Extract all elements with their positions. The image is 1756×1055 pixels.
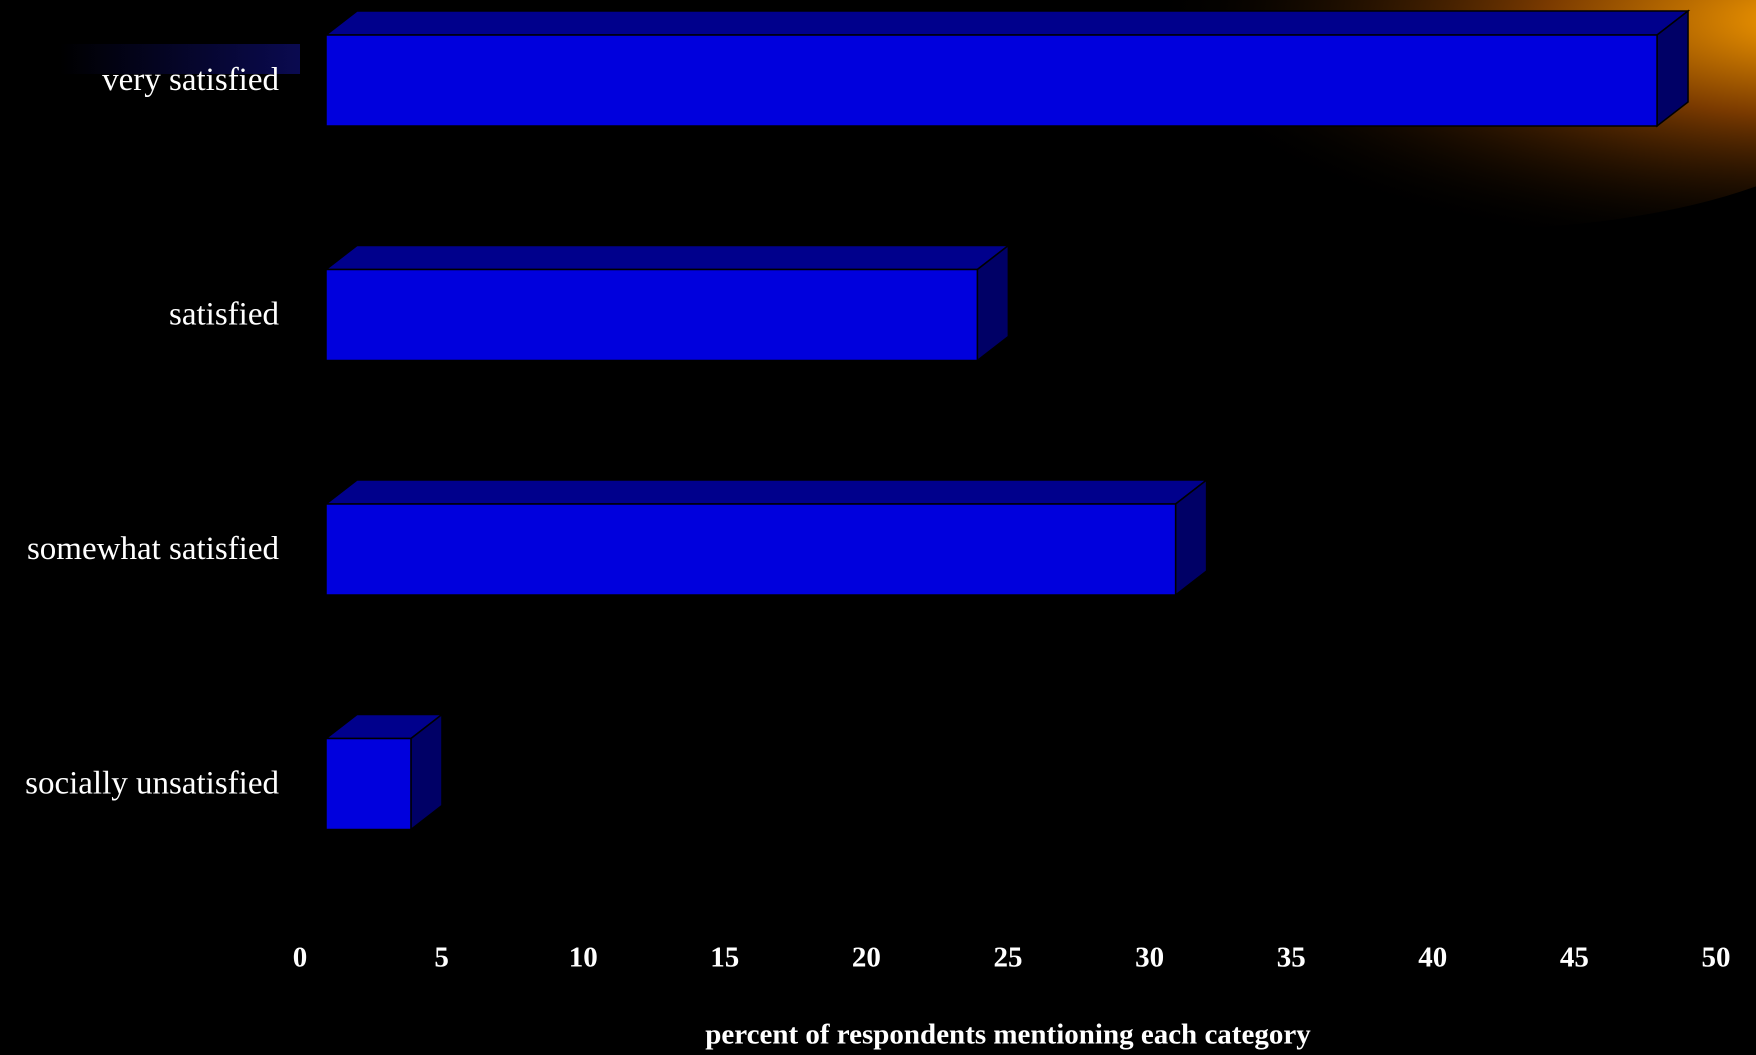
x-tick-label: 35 (1277, 942, 1306, 974)
x-tick-label: 0 (293, 942, 308, 974)
x-axis-label: percent of respondents mentioning each c… (705, 1019, 1311, 1051)
bar-front (325, 34, 1658, 127)
bar-front (325, 503, 1177, 596)
x-tick-label: 50 (1702, 942, 1731, 974)
bar-top (323, 479, 1209, 505)
x-tick-label: 5 (434, 942, 449, 974)
bar-top (323, 10, 1691, 36)
plot-area: 0 5 10 15 20 25 30 35 40 45 50 very satisfied satisf… (25, 9, 1731, 974)
category-label: very satisfied (102, 62, 279, 98)
x-tick-label: 40 (1418, 942, 1447, 974)
bar (323, 243, 1011, 363)
x-tick-label: 20 (852, 942, 881, 974)
x-tick-label: 25 (994, 942, 1023, 974)
x-tick-label: 45 (1560, 942, 1589, 974)
x-tick-label: 15 (710, 942, 739, 974)
x-tick-label: 30 (1135, 942, 1164, 974)
decorative-streak (60, 44, 300, 74)
x-tick-label: 10 (569, 942, 598, 974)
category-label: somewhat satisfied (27, 531, 280, 567)
bar-front (325, 268, 979, 362)
bar (323, 712, 445, 832)
category-label: satisfied (169, 297, 279, 333)
bar (323, 478, 1209, 597)
bar-top (323, 244, 1011, 271)
bar (323, 9, 1691, 128)
bar-front (325, 737, 412, 831)
category-label: socially unsatisfied (25, 766, 279, 802)
